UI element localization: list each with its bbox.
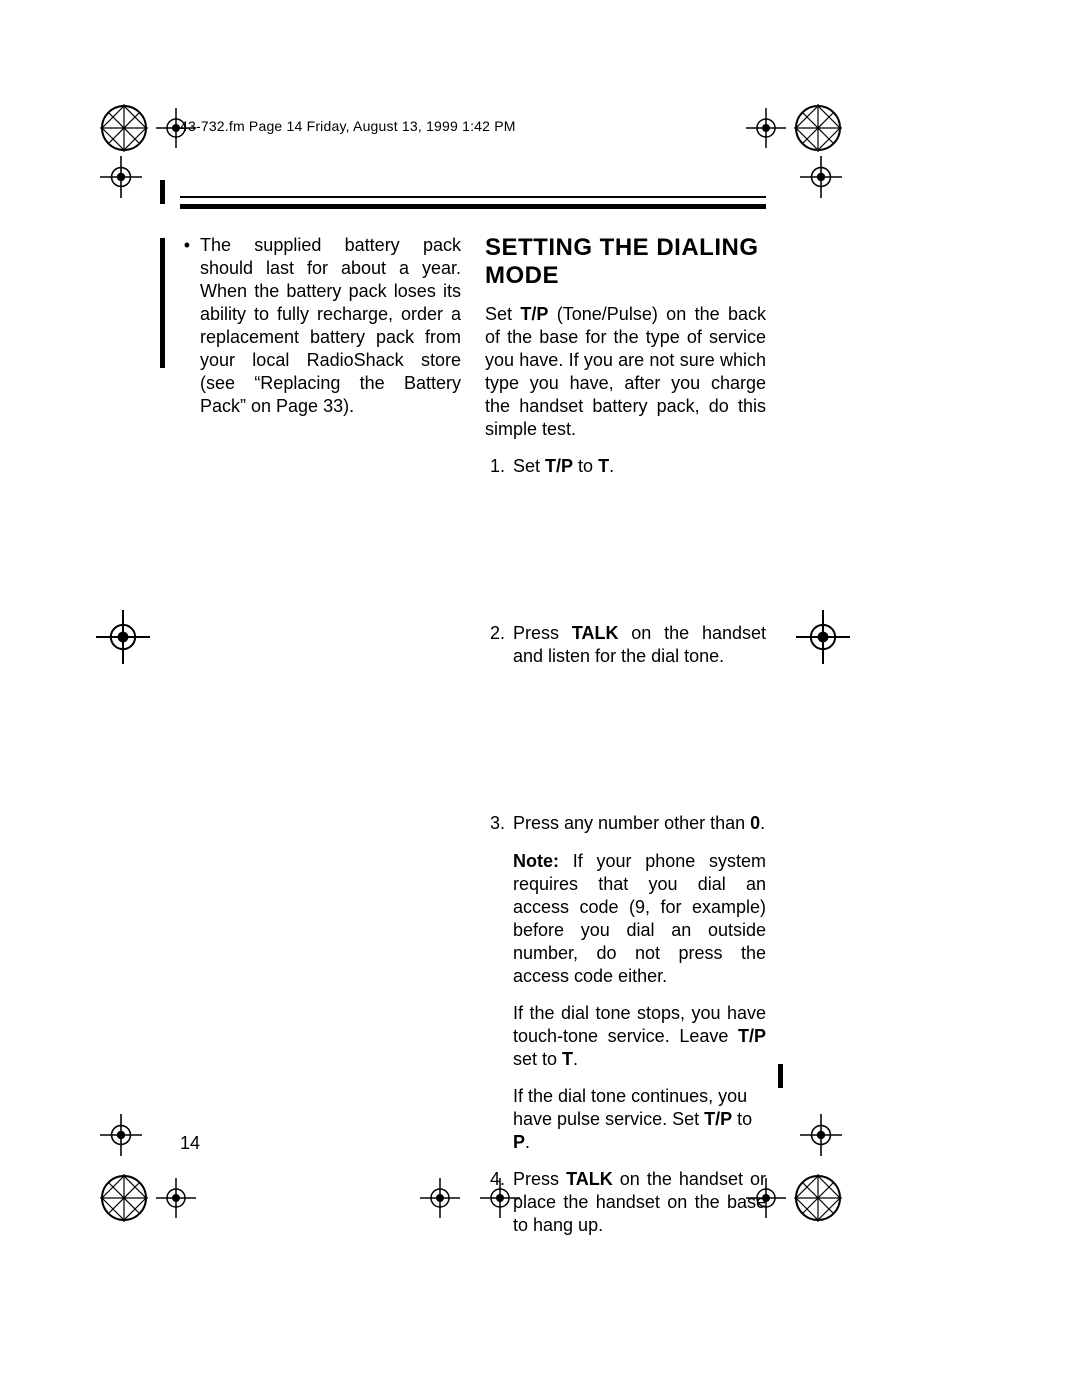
step-2: 2. Press TALK on the handset and listen …: [485, 622, 766, 668]
left-bullet-text: The supplied battery pack should last fo…: [200, 234, 461, 418]
crop-mark-bottom2-left: [100, 1114, 142, 1156]
bullet-icon: •: [180, 234, 190, 418]
step-num: 2.: [485, 622, 505, 668]
intro-paragraph: Set T/P (Tone/Pulse) on the back of the …: [485, 303, 766, 441]
step-num: 3.: [485, 812, 505, 1153]
content-columns: • The supplied battery pack should last …: [180, 234, 766, 1237]
crop-mark-bottom2-right: [800, 1114, 842, 1156]
step-4: 4. Press TALK on the handset or place th…: [485, 1168, 766, 1237]
step-num: 4.: [485, 1168, 505, 1237]
crop-mark-mid-left: [96, 610, 150, 664]
step-num: 1.: [485, 455, 505, 478]
crop-mark-mid-right: [796, 610, 850, 664]
vbar-top-left: [160, 180, 165, 204]
crop-mark-bottom-left-big: [96, 1170, 156, 1230]
figure-gap-1: [485, 492, 766, 622]
crop-mark-top-left: [96, 100, 156, 160]
page-header: 43-732.fm Page 14 Friday, August 13, 199…: [180, 118, 516, 134]
page-number: 14: [180, 1133, 200, 1154]
crop-mark-top2-right: [800, 156, 842, 198]
rule-thick: [180, 204, 766, 209]
step-3: 3. Press any number other than 0. Note: …: [485, 812, 766, 1153]
vbar-right-col: [778, 1064, 783, 1088]
step-1: 1. Set T/P to T.: [485, 455, 766, 478]
crop-mark-top2-left: [100, 156, 142, 198]
left-column: • The supplied battery pack should last …: [180, 234, 461, 1237]
rule-thin: [180, 196, 766, 198]
vbar-left-col: [160, 238, 165, 368]
crop-mark-bottom-right-big: [790, 1170, 850, 1230]
right-column: SETTING THE DIALING MODE Set T/P (Tone/P…: [485, 234, 766, 1237]
crop-mark-top-right: [790, 100, 850, 160]
figure-gap-2: [485, 682, 766, 812]
crop-mark-top-right-small: [746, 108, 786, 148]
section-heading: SETTING THE DIALING MODE: [485, 234, 766, 289]
